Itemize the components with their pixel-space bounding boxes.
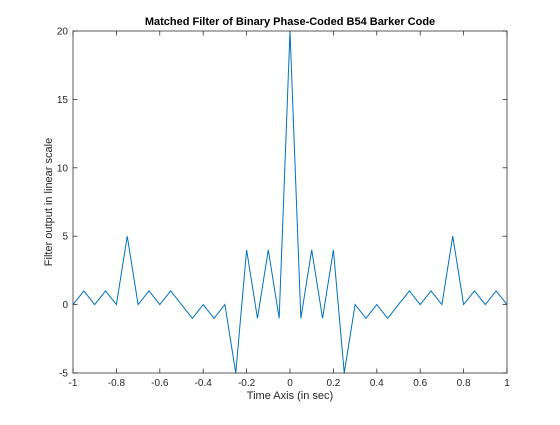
x-axis-label: Time Axis (in sec) bbox=[247, 390, 333, 402]
x-tick-label: -0.2 bbox=[238, 378, 256, 389]
y-tick-label: 5 bbox=[62, 232, 68, 243]
x-tick-label: 0.8 bbox=[457, 378, 471, 389]
x-tick-label: -0.6 bbox=[151, 378, 169, 389]
plot-area bbox=[73, 31, 507, 373]
x-tick-label: -1 bbox=[69, 378, 78, 389]
x-tick-label: 0.2 bbox=[326, 378, 340, 389]
y-axis-label: Filter output in linear scale bbox=[43, 138, 55, 266]
x-tick-label: -0.4 bbox=[195, 378, 213, 389]
x-tick-label: 0 bbox=[287, 378, 293, 389]
chart-title: Matched Filter of Binary Phase-Coded B54… bbox=[145, 16, 435, 28]
y-tick-label: 0 bbox=[62, 300, 68, 311]
y-tick-label: 20 bbox=[57, 27, 69, 38]
y-tick-label: 15 bbox=[57, 95, 69, 106]
x-tick-label: -0.8 bbox=[108, 378, 126, 389]
y-tick-label: -5 bbox=[59, 369, 68, 380]
x-tick-label: 0.6 bbox=[413, 378, 427, 389]
y-tick-label: 10 bbox=[57, 163, 69, 174]
x-tick-label: 1 bbox=[504, 378, 510, 389]
x-tick-label: 0.4 bbox=[370, 378, 384, 389]
